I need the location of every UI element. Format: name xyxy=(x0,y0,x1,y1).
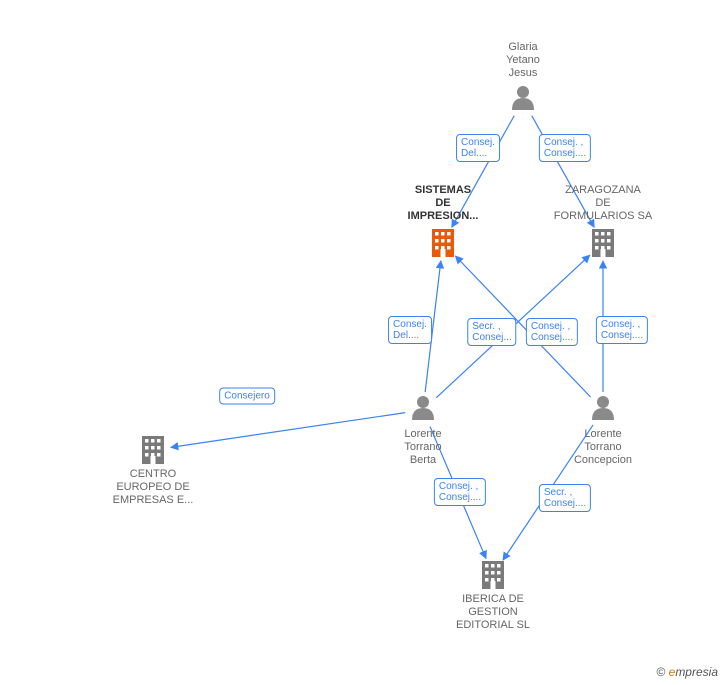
edge-label: Consej. , Consej.... xyxy=(596,316,648,344)
building-icon xyxy=(592,229,614,257)
building-icon xyxy=(142,436,164,464)
edge-label: Consej. , Consej.... xyxy=(526,318,578,346)
node-label: Lorente Torrano Berta xyxy=(363,428,483,467)
node-label: Glaria Yetano Jesus xyxy=(463,41,583,80)
person-icon xyxy=(512,86,534,110)
building-icon xyxy=(432,229,454,257)
person-icon xyxy=(412,396,434,420)
edge-label: Consej. Del.... xyxy=(388,316,432,344)
node-label: ZARAGOZANA DE FORMULARIOS SA xyxy=(543,184,663,223)
edge-label: Consej. , Consej.... xyxy=(434,478,486,506)
edge-label: Consej. Del.... xyxy=(456,134,500,162)
brand-rest: mpresia xyxy=(675,665,718,679)
copyright-symbol: © xyxy=(656,665,665,679)
edge-label: Consej. , Consej.... xyxy=(539,134,591,162)
person-icon xyxy=(592,396,614,420)
node-label: IBERICA DE GESTION EDITORIAL SL xyxy=(433,593,553,632)
node-label: SISTEMAS DE IMPRESION... xyxy=(383,184,503,223)
building-icon xyxy=(482,561,504,589)
footer: © empresia xyxy=(656,665,718,679)
node-label: Lorente Torrano Concepcion xyxy=(543,428,663,467)
edge-label: Consejero xyxy=(219,388,275,405)
edge-label: Secr. , Consej.... xyxy=(539,484,591,512)
node-label: CENTRO EUROPEO DE EMPRESAS E... xyxy=(93,468,213,507)
edge-label: Secr. , Consej... xyxy=(467,318,516,346)
